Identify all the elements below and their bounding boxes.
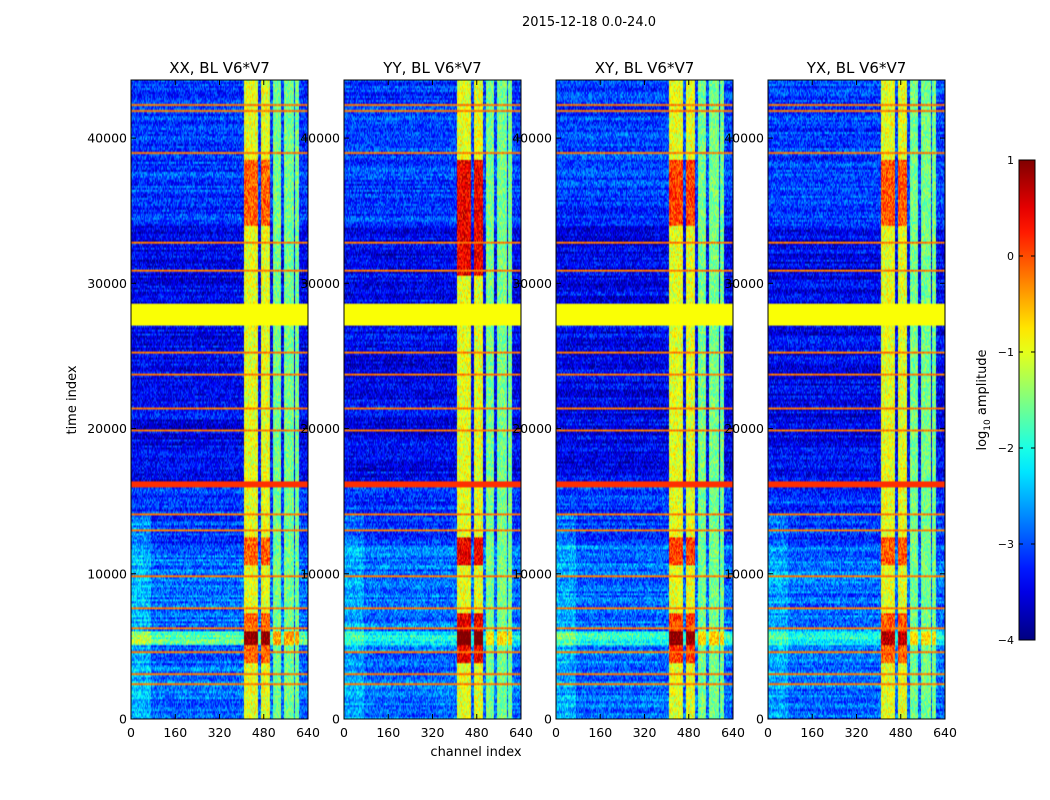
x-tick-label: 0	[127, 725, 135, 740]
colorbar-label: log10 amplitude	[975, 349, 993, 450]
y-tick-label: 40000	[87, 131, 127, 146]
colorbar-tick-label: −1	[998, 346, 1014, 359]
y-tick-label: 20000	[512, 421, 552, 436]
panel-1: YY, BL V6*V7 0 160 320 480 640 0 10000 20000 3000…	[300, 59, 533, 740]
x-tick-label: 160	[376, 725, 400, 740]
x-tick-label: 0	[340, 725, 348, 740]
y-tick-label: 0	[332, 712, 340, 727]
colorbar-label-subscript: 10	[983, 419, 993, 431]
y-tick-label: 0	[756, 712, 764, 727]
y-tick-label: 10000	[300, 566, 340, 581]
panel-title: YX, BL V6*V7	[806, 59, 907, 77]
x-tick-label: 640	[296, 725, 320, 740]
y-tick-label: 10000	[724, 566, 764, 581]
heatmap-image	[131, 80, 308, 719]
heatmap-image	[344, 80, 521, 719]
panel-0: XX, BL V6*V7 0 160 320 480 640 0 10000 20000 3000…	[87, 59, 320, 740]
x-tick-label: 640	[721, 725, 745, 740]
x-tick-label: 320	[421, 725, 445, 740]
panel-title: XY, BL V6*V7	[595, 59, 695, 77]
heatmap-image	[768, 80, 945, 719]
x-tick-label: 640	[933, 725, 957, 740]
colorbar-tick-label: −4	[998, 634, 1014, 647]
x-tick-label: 640	[509, 725, 533, 740]
panel-2: XY, BL V6*V7 0 160 320 480 640 0 10000 20000 3000…	[512, 59, 745, 740]
x-tick-label: 480	[465, 725, 489, 740]
panel-3: YX, BL V6*V7 0 160 320 480 640 0 10000 20000 3000…	[724, 59, 957, 740]
x-tick-label: 320	[845, 725, 869, 740]
colorbar-label-prefix: log	[975, 431, 990, 451]
colorbar-gradient	[1018, 159, 1036, 641]
panel-title: YY, BL V6*V7	[382, 59, 481, 77]
y-tick-label: 40000	[300, 131, 340, 146]
y-tick-label: 30000	[724, 276, 764, 291]
colorbar-tick-label: −2	[998, 442, 1014, 455]
colorbar-label-suffix: amplitude	[975, 349, 990, 419]
figure-suptitle: 2015-12-18 0.0-24.0	[522, 15, 656, 30]
x-tick-label: 320	[208, 725, 232, 740]
y-tick-label: 30000	[512, 276, 552, 291]
y-tick-label: 30000	[300, 276, 340, 291]
y-tick-label: 30000	[87, 276, 127, 291]
y-tick-label: 0	[544, 712, 552, 727]
x-axis-label: channel index	[430, 745, 521, 760]
x-tick-label: 160	[163, 725, 187, 740]
heatmap-image	[556, 80, 733, 719]
colorbar-tick-label: 0	[1007, 250, 1014, 263]
x-tick-label: 320	[633, 725, 657, 740]
y-tick-label: 20000	[300, 421, 340, 436]
colorbar-tick-label: 1	[1007, 154, 1014, 167]
y-tick-label: 20000	[724, 421, 764, 436]
x-tick-label: 480	[889, 725, 913, 740]
x-tick-label: 160	[588, 725, 612, 740]
y-tick-label: 10000	[87, 566, 127, 581]
x-tick-label: 160	[800, 725, 824, 740]
panels-group: XX, BL V6*V7 0 160 320 480 640 0 10000 20000 3000…	[87, 59, 957, 740]
x-tick-label: 480	[252, 725, 276, 740]
y-tick-label: 20000	[87, 421, 127, 436]
y-tick-label: 10000	[512, 566, 552, 581]
y-tick-label: 40000	[512, 131, 552, 146]
x-tick-label: 480	[677, 725, 701, 740]
colorbar-tick-label: −3	[998, 538, 1014, 551]
y-axis-label: time index	[65, 365, 80, 434]
x-tick-label: 0	[552, 725, 560, 740]
panel-title: XX, BL V6*V7	[169, 59, 270, 77]
y-tick-label: 0	[119, 712, 127, 727]
y-tick-label: 40000	[724, 131, 764, 146]
x-tick-label: 0	[764, 725, 772, 740]
